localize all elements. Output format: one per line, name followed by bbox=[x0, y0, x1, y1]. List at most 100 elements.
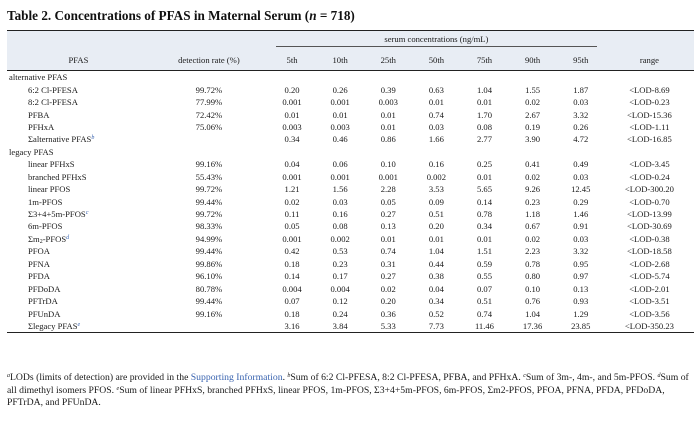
row-value: 0.93 bbox=[573, 296, 589, 307]
row-value: 0.02 bbox=[525, 233, 541, 244]
row-range: <LOD-0.23 bbox=[629, 97, 670, 108]
row-value: 5.33 bbox=[364, 319, 413, 334]
row-value: 0.23 bbox=[332, 258, 348, 269]
row-value: 1.66 bbox=[428, 134, 444, 145]
table-row: Σm2-PFOSd 94.99% 0.001 0.002 0.01 0.01 0.01 0.0… bbox=[7, 233, 694, 245]
row-value: 0.02 bbox=[525, 97, 541, 108]
row-value: 7.73 bbox=[412, 319, 461, 334]
row-range: <LOD-30.69 bbox=[627, 221, 672, 232]
row-value: 0.78 bbox=[476, 209, 492, 220]
row-detection-rate: 55.43% bbox=[195, 171, 223, 182]
row-detection-rate bbox=[149, 319, 268, 334]
header-range: range bbox=[604, 50, 694, 71]
supporting-information-link[interactable]: Supporting Information bbox=[190, 372, 283, 383]
row-value: 0.39 bbox=[380, 84, 396, 95]
row-value: 0.07 bbox=[476, 283, 492, 294]
row-value: 0.10 bbox=[525, 283, 541, 294]
row-value: 0.91 bbox=[573, 221, 589, 232]
row-value: 1.46 bbox=[573, 209, 589, 220]
row-value: 1.18 bbox=[525, 209, 541, 220]
footnote-c-text: Sum of 3m-, 4m-, and 5m-PFOS. bbox=[525, 372, 658, 383]
row-value: 5.65 bbox=[476, 184, 492, 195]
row-pfas-name: 6m-PFOS bbox=[28, 221, 63, 232]
row-value: 1.04 bbox=[525, 308, 541, 319]
row-pfas-name: PFBA bbox=[28, 109, 50, 120]
row-value: 0.02 bbox=[380, 283, 396, 294]
row-value: 0.20 bbox=[380, 296, 396, 307]
header-p95: 95th bbox=[556, 50, 605, 71]
header-p5: 5th bbox=[267, 50, 317, 71]
footnote-mark-a: a bbox=[7, 373, 10, 379]
row-value: 1.04 bbox=[428, 246, 444, 257]
row-value: 0.16 bbox=[428, 159, 444, 170]
row-value: 0.003 bbox=[282, 121, 302, 132]
row-range: <LOD-15.36 bbox=[627, 109, 672, 120]
row-value: 0.16 bbox=[332, 209, 348, 220]
row-pfas-name: linear PFOS bbox=[28, 184, 71, 195]
row-pfas-name: PFDoDA bbox=[28, 283, 61, 294]
group-label-alternative: alternative PFAS bbox=[9, 72, 68, 83]
table-row: PFDA 96.10% 0.14 0.17 0.27 0.38 0.55 0.80 0.97 <L… bbox=[7, 270, 694, 282]
row-range: <LOD-1.11 bbox=[629, 121, 670, 132]
table-header: serum concentrations (ng/mL) PFAS detect… bbox=[7, 30, 694, 71]
row-pfas-name: Σ3+4+5m-PFOSc bbox=[28, 209, 89, 220]
title-suffix: = 718) bbox=[316, 8, 355, 23]
row-value: 0.004 bbox=[330, 283, 350, 294]
row-value: 0.52 bbox=[428, 308, 444, 319]
row-value: 1.04 bbox=[476, 84, 492, 95]
row-value: 0.01 bbox=[380, 121, 396, 132]
table-row: PFDoDA 80.78% 0.004 0.004 0.02 0.04 0.07 0.10 0.… bbox=[7, 282, 694, 294]
row-value: 0.02 bbox=[525, 171, 541, 182]
row-value: 0.001 bbox=[282, 233, 302, 244]
header-p75: 75th bbox=[460, 50, 509, 71]
row-value: 3.32 bbox=[573, 246, 589, 257]
row-value: 0.26 bbox=[332, 84, 348, 95]
row-value: 0.13 bbox=[380, 221, 396, 232]
row-value: 0.63 bbox=[428, 84, 444, 95]
row-pfas-name: 6:2 Cl-PFESA bbox=[28, 84, 78, 95]
row-detection-rate: 94.99% bbox=[195, 233, 223, 244]
row-value: 3.32 bbox=[573, 109, 589, 120]
group-row-legacy: legacy PFAS bbox=[7, 146, 694, 158]
footnote-mark-b: b bbox=[287, 373, 291, 379]
row-value: 0.34 bbox=[476, 221, 492, 232]
table-body: alternative PFAS 6:2 Cl-PFESA 99.72% 0.20 0… bbox=[7, 71, 694, 334]
row-value: 0.49 bbox=[573, 159, 589, 170]
row-value: 0.27 bbox=[380, 209, 396, 220]
row-value: 0.53 bbox=[332, 246, 348, 257]
row-value: 2.67 bbox=[525, 109, 541, 120]
header-p25: 25th bbox=[364, 50, 413, 71]
row-range: <LOD-300.20 bbox=[624, 184, 674, 195]
row-value: 0.03 bbox=[573, 97, 589, 108]
row-pfas-name: PFTrDA bbox=[28, 296, 58, 307]
row-value: 0.08 bbox=[332, 221, 348, 232]
row-value: 0.41 bbox=[525, 159, 541, 170]
row-value: 0.11 bbox=[284, 209, 300, 220]
row-range: <LOD-18.58 bbox=[627, 246, 672, 257]
span-header: serum concentrations (ng/mL) bbox=[275, 34, 597, 47]
row-value: 2.28 bbox=[380, 184, 396, 195]
row-value: 0.04 bbox=[284, 159, 300, 170]
footnote-e-text: Sum of linear PFHxS, branched PFHxS, lin… bbox=[7, 384, 665, 409]
row-value: 1.70 bbox=[476, 109, 492, 120]
row-range: <LOD-16.85 bbox=[627, 134, 672, 145]
pfas-table: serum concentrations (ng/mL) PFAS detect… bbox=[7, 30, 694, 334]
row-value: 1.55 bbox=[525, 84, 541, 95]
row-value: 0.67 bbox=[525, 221, 541, 232]
row-value: 0.80 bbox=[525, 271, 541, 282]
row-pfas-name: PFNA bbox=[28, 258, 50, 269]
row-value: 0.19 bbox=[525, 121, 541, 132]
row-value: 0.06 bbox=[332, 159, 348, 170]
group-label-legacy: legacy PFAS bbox=[9, 146, 54, 157]
row-detection-rate: 99.16% bbox=[195, 308, 223, 319]
row-value: 1.21 bbox=[284, 184, 300, 195]
table-row: branched PFHxS 55.43% 0.001 0.001 0.001 0.002… bbox=[7, 171, 694, 183]
row-value: 0.36 bbox=[380, 308, 396, 319]
row-value: 0.003 bbox=[330, 121, 350, 132]
row-value: 0.24 bbox=[332, 308, 348, 319]
row-value: 0.03 bbox=[332, 196, 348, 207]
row-value: 0.08 bbox=[476, 121, 492, 132]
row-value: 0.004 bbox=[282, 283, 302, 294]
table-row: PFTrDA 99.44% 0.07 0.12 0.20 0.34 0.51 0.76 0.93… bbox=[7, 295, 694, 307]
row-value: 4.72 bbox=[573, 134, 589, 145]
